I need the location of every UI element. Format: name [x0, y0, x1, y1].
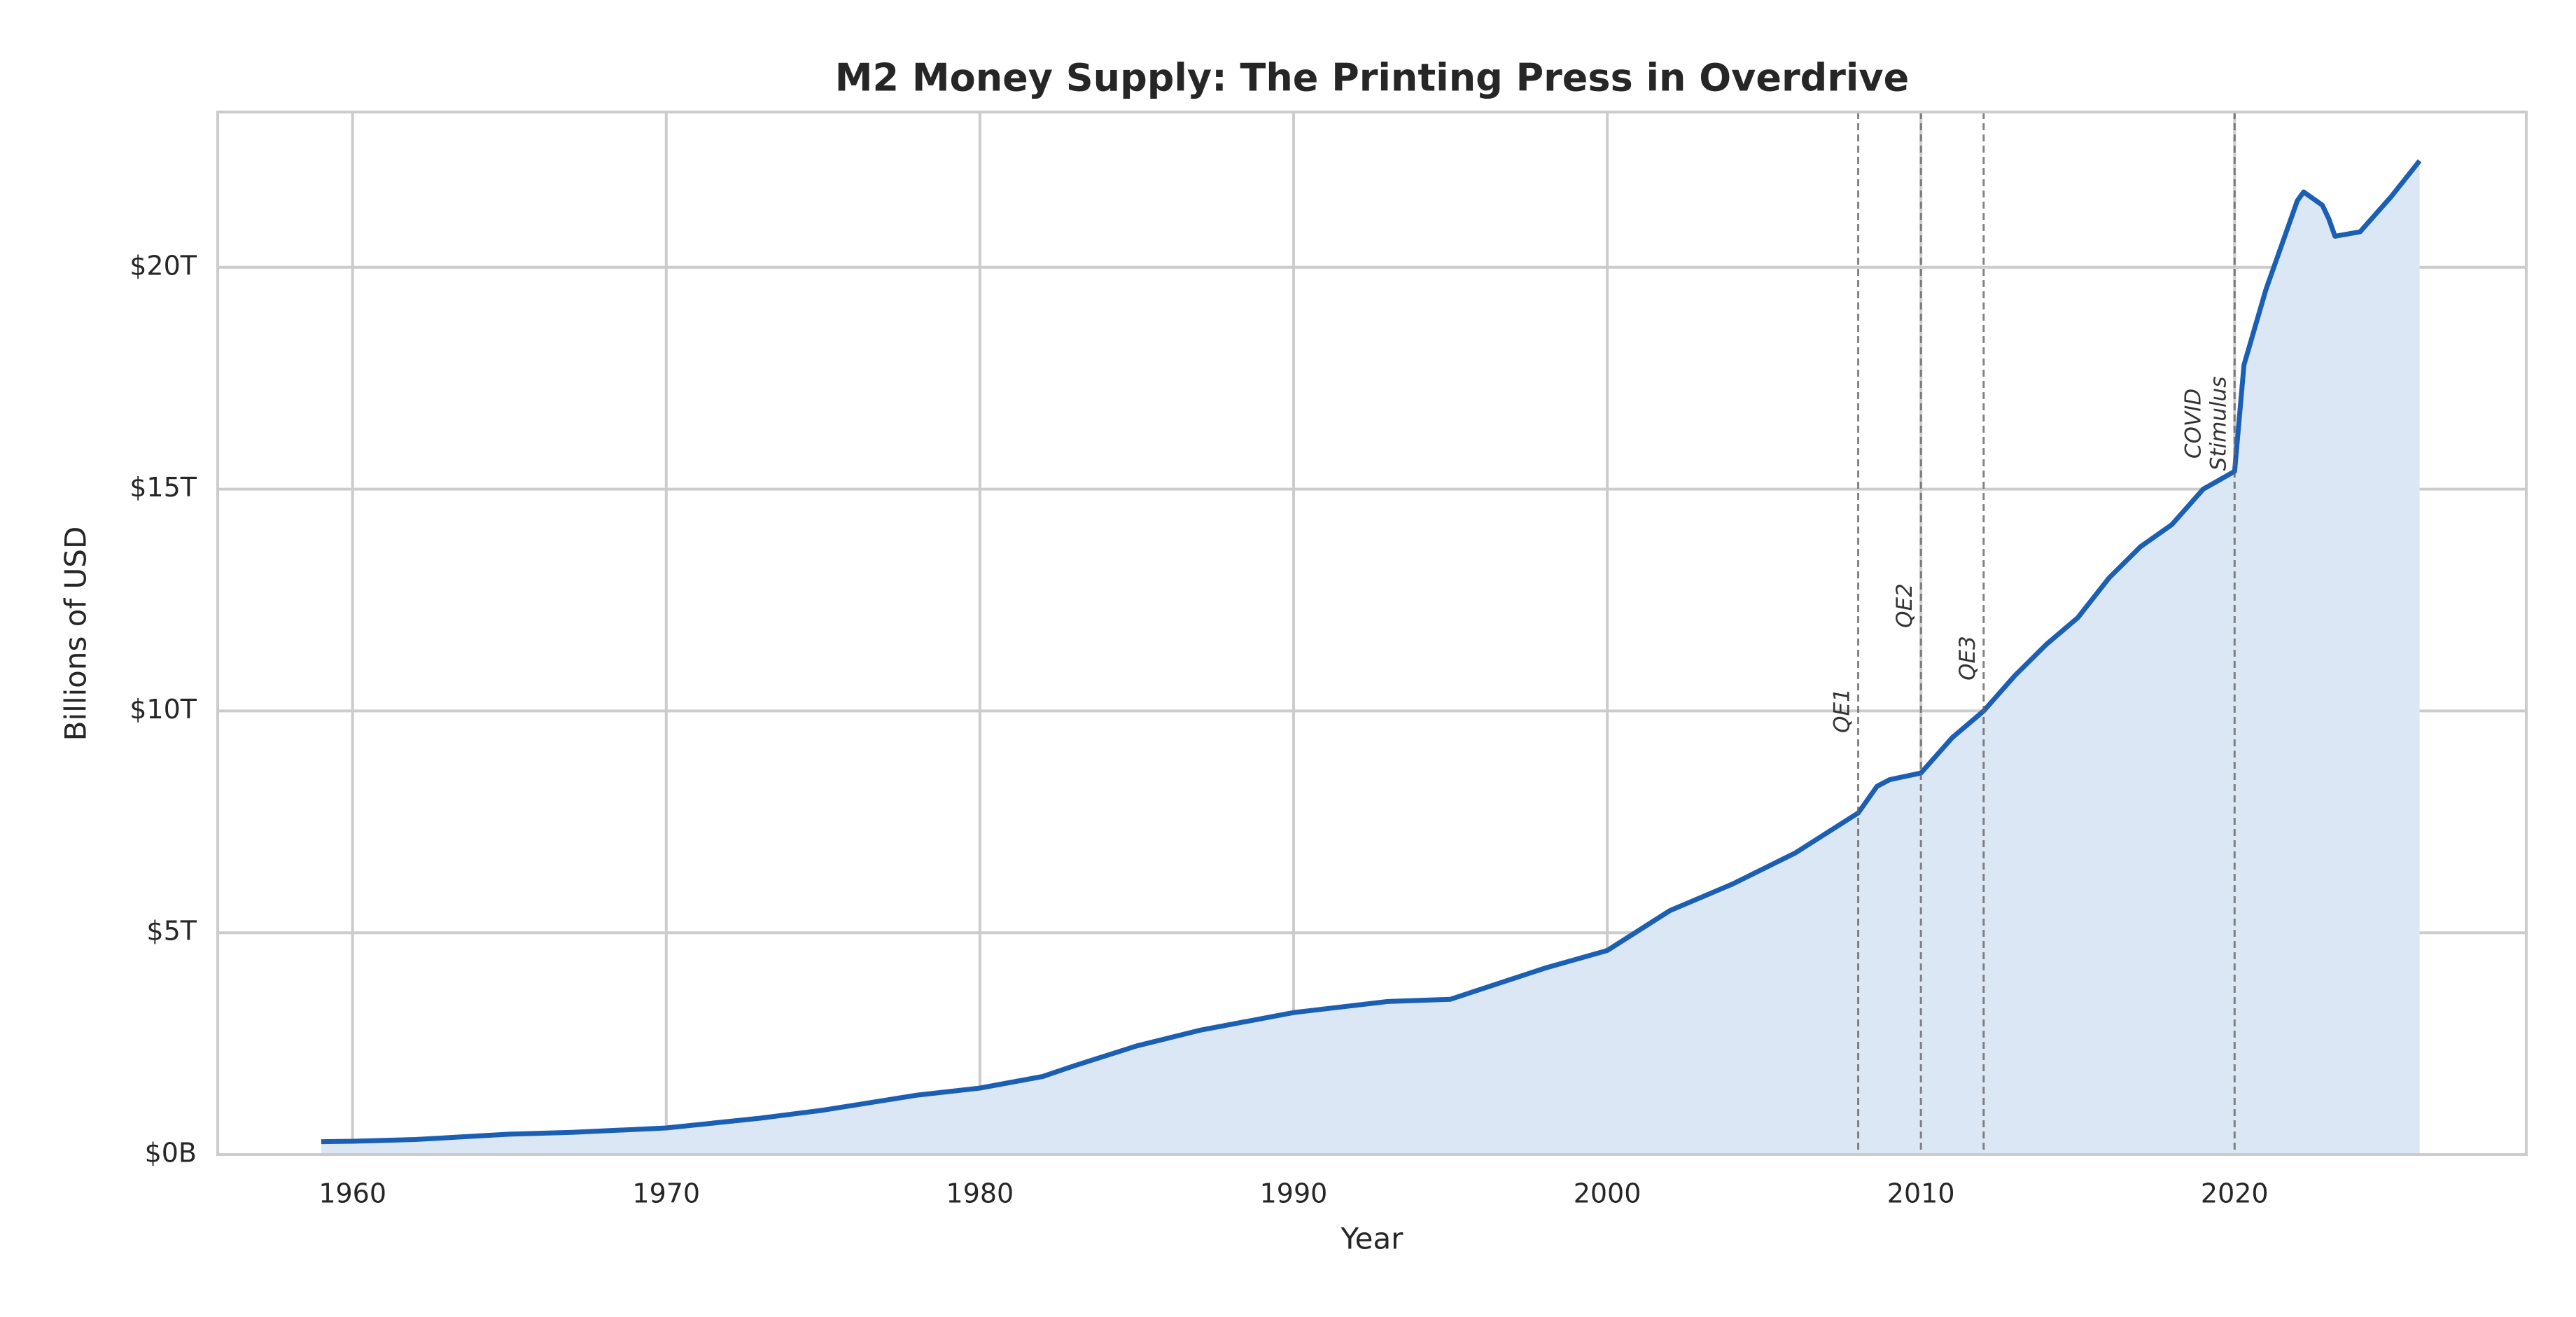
x-tick-label: 1970 [632, 1178, 700, 1209]
event-label: QE2 [1892, 583, 1917, 628]
event-label: QE3 [1954, 636, 1980, 681]
y-tick-label: $15T [130, 472, 197, 503]
event-label: QE1 [1829, 688, 1854, 733]
chart-title: M2 Money Supply: The Printing Press in O… [835, 56, 1910, 100]
event-label-line: Stimulus [2206, 377, 2231, 471]
x-tick-label: 1990 [1260, 1178, 1328, 1209]
plot-frame [216, 111, 2528, 1156]
x-tick-label: 2010 [1887, 1178, 1955, 1209]
event-label-line: QE1 [1829, 688, 1854, 733]
x-tick-label: 1960 [318, 1178, 386, 1209]
area [321, 160, 2420, 1155]
y-tick-label: $10T [130, 694, 197, 725]
line [321, 159, 2422, 1145]
x-axis-label: Year [1340, 1222, 1404, 1256]
x-tick-label: 2000 [1574, 1178, 1642, 1209]
event-label-line: COVID [2180, 389, 2206, 459]
event-label-line: QE3 [1954, 636, 1980, 681]
x-tick-label: 1980 [946, 1178, 1014, 1209]
y-tick-label: $20T [130, 250, 197, 281]
event-label-line: QE2 [1892, 583, 1917, 628]
y-tick-label: $5T [146, 916, 197, 947]
event-label: COVIDStimulus [2180, 377, 2231, 471]
y-axis-label: Billions of USD [59, 527, 93, 741]
x-tick-label: 2020 [2201, 1178, 2269, 1209]
y-tick-label: $0B [145, 1138, 197, 1169]
